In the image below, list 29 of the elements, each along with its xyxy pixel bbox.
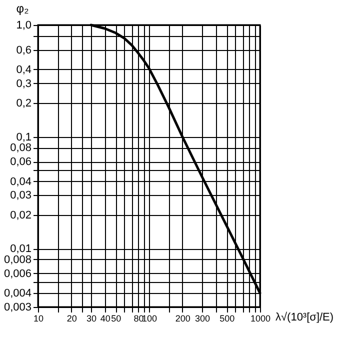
x-tick-label: 30	[86, 314, 96, 324]
y-tick-label: 0,01	[10, 243, 32, 256]
y-tick-label: 1,0	[16, 20, 32, 32]
y-tick-label: 0,06	[10, 156, 32, 168]
y-axis-title: φ₂	[16, 2, 30, 16]
x-tick-label: 50	[111, 314, 122, 324]
y-tick-label: 0,3	[16, 78, 32, 90]
x-tick-label: 1000	[250, 314, 271, 324]
x-tick-label: 200	[175, 314, 190, 324]
y-tick-label: 0,1	[16, 131, 32, 144]
y-tick-label: 0,03	[10, 190, 32, 202]
x-tick-label: 100	[142, 314, 158, 324]
y-tick-label: 0,02	[10, 209, 32, 222]
x-tick-label: 500	[220, 314, 235, 324]
y-tick-label: 0,2	[16, 98, 32, 110]
x-tick-label: 10	[33, 314, 44, 324]
y-tick-label: 0,006	[4, 268, 32, 280]
y-tick-label: 0,4	[16, 64, 32, 76]
x-axis-title: λ√(10³[σ]/E)	[276, 312, 334, 324]
x-tick-label: 300	[194, 314, 210, 324]
y-tick-label: 0,004	[4, 288, 32, 300]
y-tick-label: 0,6	[16, 44, 32, 56]
x-tick-label: 80	[134, 314, 144, 324]
y-tick-label: 0,008	[4, 254, 32, 266]
y-tick-label: 0,003	[4, 302, 32, 314]
x-tick-label: 40	[100, 314, 110, 324]
y-tick-label: 0,04	[10, 176, 32, 188]
x-tick-label: 20	[66, 314, 77, 324]
y-tick-label: 0,08	[10, 142, 32, 154]
